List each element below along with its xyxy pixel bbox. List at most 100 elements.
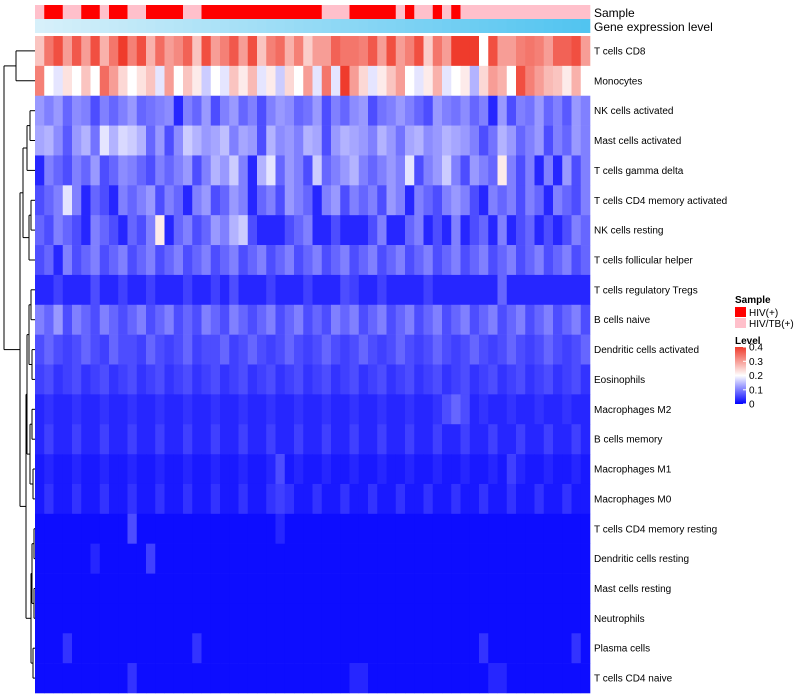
heatmap-cell xyxy=(72,633,82,664)
heatmap-cell xyxy=(127,245,138,276)
heatmap-cell xyxy=(386,633,397,664)
heatmap-cell xyxy=(571,424,582,455)
heatmap-cell xyxy=(201,155,212,186)
heatmap-cell xyxy=(44,483,54,515)
heatmap-cell xyxy=(238,483,249,515)
heatmap-cell xyxy=(201,274,212,306)
heatmap-cell xyxy=(423,274,434,306)
gene-expression-annotation-cell xyxy=(183,19,193,33)
heatmap-cell xyxy=(469,633,480,664)
heatmap-cell xyxy=(99,454,110,485)
heatmap-cell xyxy=(321,304,332,335)
row-label: Mast cells activated xyxy=(594,136,681,147)
sample-annotation-cell xyxy=(238,5,249,19)
heatmap-cell xyxy=(497,304,508,335)
heatmap-cell xyxy=(525,454,535,485)
heatmap-cell xyxy=(62,394,73,425)
heatmap-cell xyxy=(266,36,276,67)
gene-expression-annotation-cell xyxy=(312,19,323,33)
heatmap-cell xyxy=(303,663,313,694)
heatmap-cell xyxy=(275,155,286,186)
heatmap-cell xyxy=(294,215,304,246)
heatmap-cell xyxy=(580,603,591,634)
heatmap-cell xyxy=(266,155,276,186)
heatmap-cell xyxy=(460,185,471,216)
heatmap-cell xyxy=(451,424,461,455)
heatmap-cell xyxy=(284,334,295,365)
heatmap-cell xyxy=(405,424,415,455)
heatmap-cell xyxy=(62,513,73,544)
heatmap-cell xyxy=(62,603,73,634)
heatmap-cell xyxy=(321,245,332,276)
heatmap-cell xyxy=(229,573,239,604)
heatmap-cell xyxy=(516,304,526,335)
heatmap-cell xyxy=(155,95,165,126)
heatmap-cell xyxy=(164,215,175,246)
heatmap-cell xyxy=(210,543,221,574)
heatmap-cell xyxy=(340,454,350,485)
heatmap-cell xyxy=(442,573,452,604)
heatmap-cell xyxy=(321,215,332,246)
heatmap-cell xyxy=(275,36,286,67)
heatmap-cell xyxy=(349,573,360,604)
heatmap-cell xyxy=(469,334,480,365)
heatmap-cell xyxy=(469,245,480,276)
heatmap-cell xyxy=(414,663,424,694)
heatmap-cell xyxy=(368,424,378,455)
heatmap-cell xyxy=(386,573,397,604)
row-label: Neutrophils xyxy=(594,614,645,625)
heatmap-cell xyxy=(109,513,119,544)
heatmap-cell xyxy=(479,573,489,604)
heatmap-cell xyxy=(155,543,165,574)
heatmap-cell xyxy=(220,274,230,306)
heatmap-cell xyxy=(257,215,267,246)
gene-expression-annotation-cell xyxy=(136,19,147,33)
heatmap-cell xyxy=(192,513,202,544)
heatmap-cell xyxy=(497,573,508,604)
heatmap-cell xyxy=(312,663,323,694)
sample-annotation-cell xyxy=(525,5,535,19)
heatmap-cell xyxy=(432,95,443,126)
legend: Sample HIV(+) HIV/TB(+) Level 0.40.30.20… xyxy=(735,295,794,411)
heatmap-cell xyxy=(275,215,286,246)
heatmap-cell xyxy=(294,424,304,455)
heatmap-cell xyxy=(525,513,535,544)
heatmap-cell xyxy=(238,274,249,306)
heatmap-cell xyxy=(109,245,119,276)
heatmap-cell xyxy=(155,394,165,425)
heatmap-cell xyxy=(62,65,73,97)
heatmap-cell xyxy=(62,125,73,156)
heatmap-cell xyxy=(90,454,101,485)
heatmap-cell xyxy=(405,185,415,216)
heatmap-cell xyxy=(488,95,498,126)
heatmap-cell xyxy=(257,155,267,186)
heatmap-cell xyxy=(210,36,221,67)
heatmap-cell xyxy=(442,483,452,515)
heatmap-cell xyxy=(534,274,545,306)
heatmap-cell xyxy=(580,274,591,306)
row-label: T cells CD4 memory resting xyxy=(594,524,717,535)
heatmap-cell xyxy=(516,364,526,395)
heatmap-cell xyxy=(479,603,489,634)
heatmap-cell xyxy=(127,513,138,544)
heatmap-cell xyxy=(155,663,165,694)
heatmap-cell xyxy=(479,245,489,276)
heatmap-cell xyxy=(488,36,498,67)
heatmap-cell xyxy=(229,125,239,156)
heatmap-cell xyxy=(497,95,508,126)
heatmap-cell xyxy=(164,633,175,664)
heatmap-cell xyxy=(266,543,276,574)
heatmap-cell xyxy=(553,36,563,67)
heatmap-cell xyxy=(368,304,378,335)
heatmap-cell xyxy=(395,304,406,335)
heatmap-cell xyxy=(109,424,119,455)
heatmap-cell xyxy=(90,394,101,425)
heatmap-cell xyxy=(72,304,82,335)
heatmap-cell xyxy=(229,603,239,634)
heatmap-cell xyxy=(543,334,554,365)
heatmap-cell xyxy=(377,36,387,67)
heatmap-cell xyxy=(247,454,258,485)
heatmap-cell xyxy=(442,36,452,67)
heatmap-cell xyxy=(303,573,313,604)
heatmap-cell xyxy=(506,125,517,156)
